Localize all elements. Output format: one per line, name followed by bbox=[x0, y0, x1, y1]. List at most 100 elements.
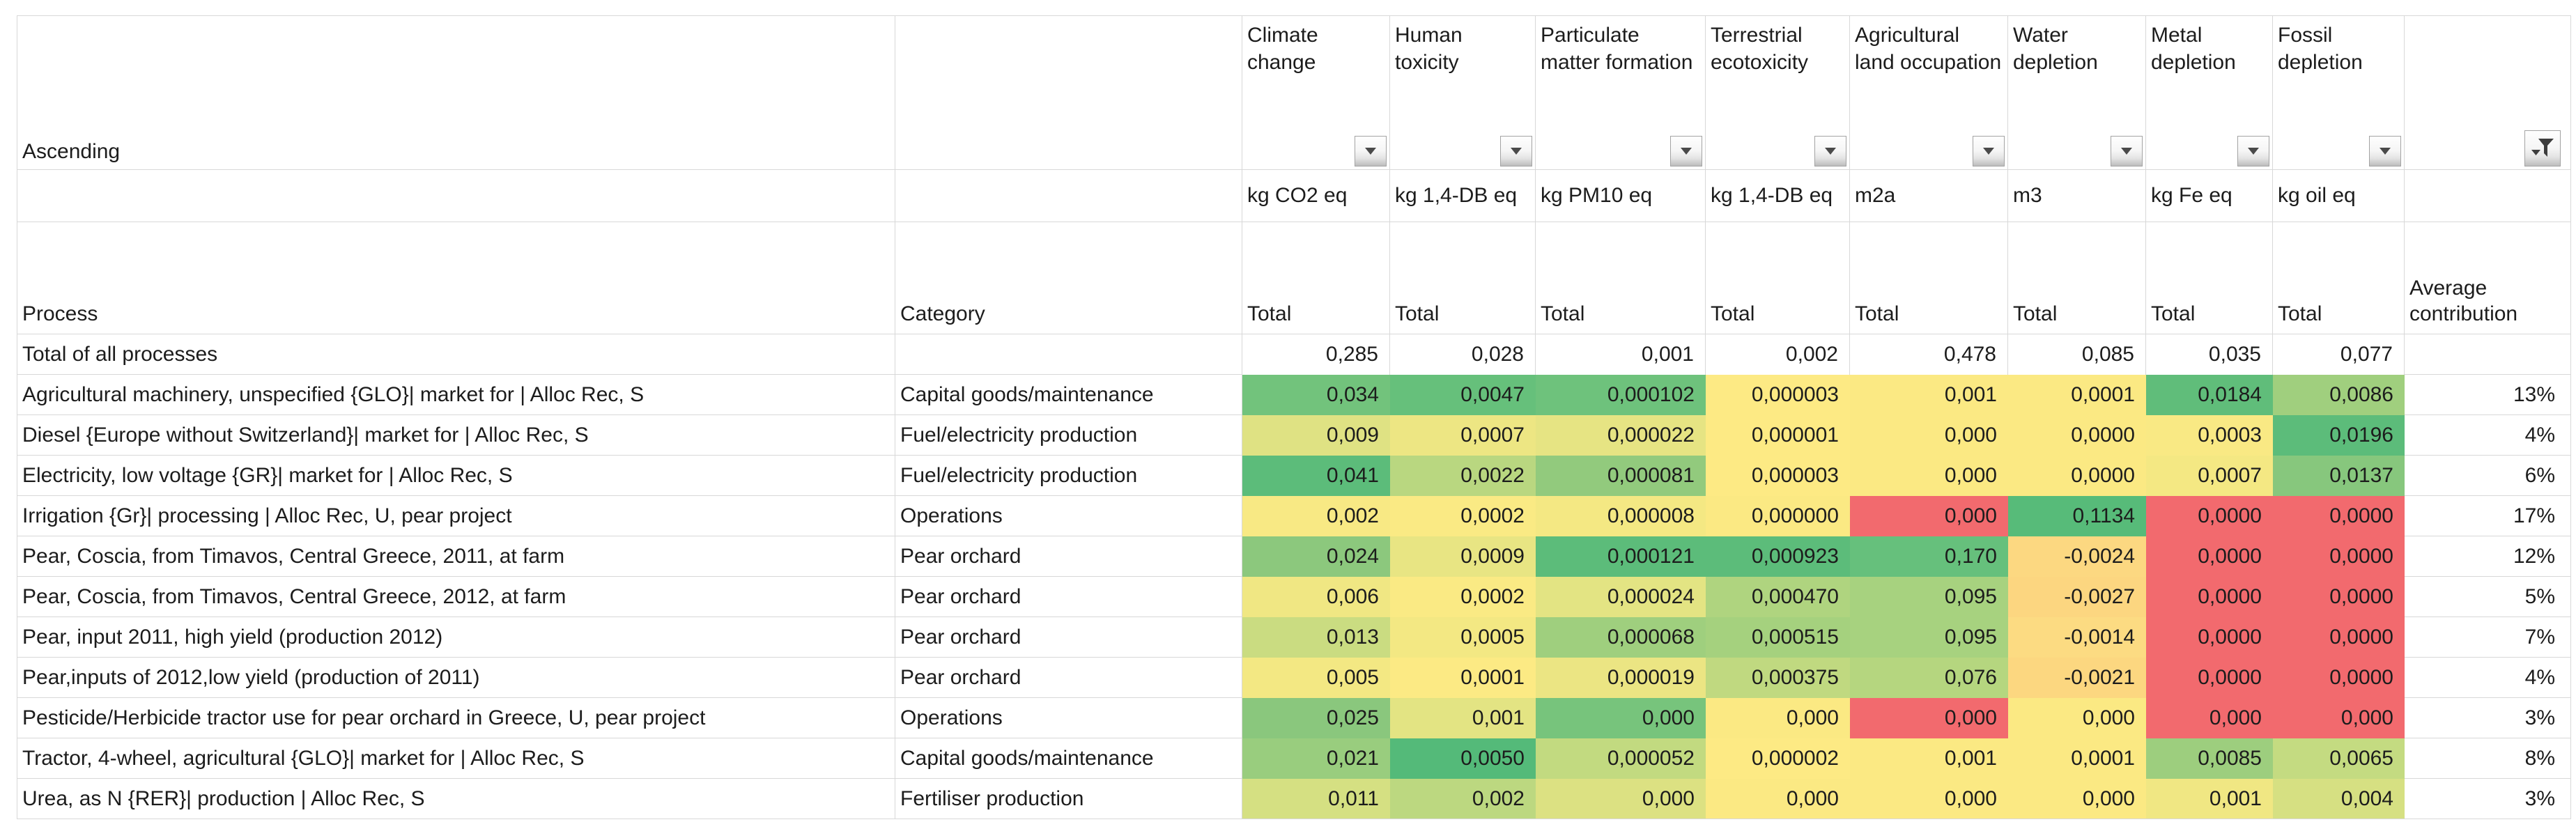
value-cell-agricultural-land-occupation: 0,001 bbox=[1850, 738, 2008, 779]
category-header-spacer bbox=[895, 15, 1242, 170]
value-cell-water-depletion: 0,0001 bbox=[2008, 738, 2146, 779]
value-cell-metal-depletion: 0,0085 bbox=[2146, 738, 2273, 779]
spreadsheet: Ascending Climate change Human toxicity Par… bbox=[17, 15, 2571, 819]
avg-contribution-cell: 17% bbox=[2405, 496, 2571, 536]
average-header-cell bbox=[2405, 15, 2571, 170]
unit-cell-particulate-matter-formation: kg PM10 eq bbox=[1536, 170, 1706, 222]
value-cell-water-depletion: -0,0024 bbox=[2008, 536, 2146, 577]
column-header-label: Human toxicity bbox=[1395, 24, 1463, 74]
process-cell: Pear, Coscia, from Timavos, Central Gree… bbox=[17, 577, 895, 617]
total-label-human-toxicity: Total bbox=[1390, 222, 1536, 334]
value-cell-agricultural-land-occupation: 0,095 bbox=[1850, 577, 2008, 617]
process-cell: Tractor, 4-wheel, agricultural {GLO}| ma… bbox=[17, 738, 895, 779]
process-unit-spacer bbox=[17, 170, 895, 222]
unit-cell-terrestrial-ecotoxicity: kg 1,4-DB eq bbox=[1706, 170, 1850, 222]
chevron-down-icon bbox=[1681, 148, 1692, 155]
value-cell-particulate-matter-formation: 0,000 bbox=[1536, 698, 1706, 738]
total-label-particulate-matter-formation: Total bbox=[1536, 222, 1706, 334]
value-cell-human-toxicity: 0,0047 bbox=[1390, 375, 1536, 415]
value-cell-climate-change: 0,041 bbox=[1242, 456, 1390, 496]
avg-contribution-cell: 13% bbox=[2405, 375, 2571, 415]
category-column-header: Category bbox=[895, 222, 1242, 334]
category-cell: Fuel/electricity production bbox=[895, 456, 1242, 496]
filter-dropdown-button-terrestrial-ecotoxicity[interactable] bbox=[1814, 136, 1846, 166]
value-cell-climate-change: 0,024 bbox=[1242, 536, 1390, 577]
value-cell-metal-depletion: 0,0000 bbox=[2146, 577, 2273, 617]
value-cell-water-depletion: 0,000 bbox=[2008, 698, 2146, 738]
total-value-human-toxicity: 0,028 bbox=[1390, 334, 1536, 375]
value-cell-fossil-depletion: 0,0065 bbox=[2273, 738, 2405, 779]
unit-cell-climate-change: kg CO2 eq bbox=[1242, 170, 1390, 222]
value-cell-terrestrial-ecotoxicity: 0,000 bbox=[1706, 779, 1850, 819]
value-cell-agricultural-land-occupation: 0,000 bbox=[1850, 779, 2008, 819]
value-cell-metal-depletion: 0,0000 bbox=[2146, 496, 2273, 536]
value-cell-agricultural-land-occupation: 0,076 bbox=[1850, 658, 2008, 698]
avg-contribution-cell: 7% bbox=[2405, 617, 2571, 658]
active-filter-button[interactable] bbox=[2524, 130, 2561, 166]
column-header-label: Metal depletion bbox=[2151, 24, 2236, 74]
value-cell-fossil-depletion: 0,000 bbox=[2273, 698, 2405, 738]
value-cell-terrestrial-ecotoxicity: 0,000375 bbox=[1706, 658, 1850, 698]
value-cell-particulate-matter-formation: 0,000068 bbox=[1536, 617, 1706, 658]
value-cell-particulate-matter-formation: 0,000019 bbox=[1536, 658, 1706, 698]
value-cell-human-toxicity: 0,0009 bbox=[1390, 536, 1536, 577]
avg-contribution-cell: 3% bbox=[2405, 698, 2571, 738]
value-cell-water-depletion: 0,0000 bbox=[2008, 415, 2146, 456]
value-cell-climate-change: 0,006 bbox=[1242, 577, 1390, 617]
total-value-climate-change: 0,285 bbox=[1242, 334, 1390, 375]
value-cell-agricultural-land-occupation: 0,001 bbox=[1850, 375, 2008, 415]
value-cell-metal-depletion: 0,000 bbox=[2146, 698, 2273, 738]
value-cell-climate-change: 0,021 bbox=[1242, 738, 1390, 779]
value-cell-particulate-matter-formation: 0,000022 bbox=[1536, 415, 1706, 456]
value-cell-climate-change: 0,009 bbox=[1242, 415, 1390, 456]
total-value-terrestrial-ecotoxicity: 0,002 bbox=[1706, 334, 1850, 375]
value-cell-climate-change: 0,005 bbox=[1242, 658, 1390, 698]
category-cell: Pear orchard bbox=[895, 536, 1242, 577]
process-cell: Pear, Coscia, from Timavos, Central Gree… bbox=[17, 536, 895, 577]
value-cell-human-toxicity: 0,0002 bbox=[1390, 577, 1536, 617]
value-cell-agricultural-land-occupation: 0,000 bbox=[1850, 698, 2008, 738]
filter-dropdown-button-climate-change[interactable] bbox=[1355, 136, 1387, 166]
process-cell: Pesticide/Herbicide tractor use for pear… bbox=[17, 698, 895, 738]
process-cell: Agricultural machinery, unspecified {GLO… bbox=[17, 375, 895, 415]
value-cell-metal-depletion: 0,0184 bbox=[2146, 375, 2273, 415]
value-cell-agricultural-land-occupation: 0,170 bbox=[1850, 536, 2008, 577]
value-cell-agricultural-land-occupation: 0,000 bbox=[1850, 496, 2008, 536]
column-header-human-toxicity: Human toxicity bbox=[1390, 15, 1536, 170]
process-column-header: Process bbox=[17, 222, 895, 334]
avg-contribution-cell: 4% bbox=[2405, 658, 2571, 698]
column-header-label: Water depletion bbox=[2013, 24, 2098, 74]
avg-contribution-cell: 6% bbox=[2405, 456, 2571, 496]
value-cell-metal-depletion: 0,0000 bbox=[2146, 536, 2273, 577]
value-cell-human-toxicity: 0,0005 bbox=[1390, 617, 1536, 658]
value-cell-terrestrial-ecotoxicity: 0,000000 bbox=[1706, 496, 1850, 536]
process-cell: Pear, input 2011, high yield (production… bbox=[17, 617, 895, 658]
avg-contribution-cell: 4% bbox=[2405, 415, 2571, 456]
average-unit-spacer bbox=[2405, 170, 2571, 222]
value-cell-agricultural-land-occupation: 0,095 bbox=[1850, 617, 2008, 658]
filter-dropdown-button-water-depletion[interactable] bbox=[2111, 136, 2143, 166]
category-cell: Pear orchard bbox=[895, 658, 1242, 698]
category-cell: Operations bbox=[895, 496, 1242, 536]
filter-dropdown-button-metal-depletion[interactable] bbox=[2237, 136, 2269, 166]
value-cell-metal-depletion: 0,001 bbox=[2146, 779, 2273, 819]
filter-dropdown-button-human-toxicity[interactable] bbox=[1500, 136, 1532, 166]
filter-dropdown-button-fossil-depletion[interactable] bbox=[2369, 136, 2401, 166]
total-row-category bbox=[895, 334, 1242, 375]
category-cell: Operations bbox=[895, 698, 1242, 738]
total-value-water-depletion: 0,085 bbox=[2008, 334, 2146, 375]
value-cell-human-toxicity: 0,0001 bbox=[1390, 658, 1536, 698]
category-cell: Capital goods/maintenance bbox=[895, 738, 1242, 779]
column-header-agricultural-land-occupation: Agricultural land occupation bbox=[1850, 15, 2008, 170]
category-cell: Pear orchard bbox=[895, 577, 1242, 617]
category-unit-spacer bbox=[895, 170, 1242, 222]
process-cell: Pear,inputs of 2012,low yield (productio… bbox=[17, 658, 895, 698]
filter-dropdown-button-agricultural-land-occupation[interactable] bbox=[1973, 136, 2005, 166]
column-header-water-depletion: Water depletion bbox=[2008, 15, 2146, 170]
funnel-filter-icon bbox=[2531, 139, 2554, 157]
column-header-label: Particulate matter formation bbox=[1541, 24, 1693, 74]
value-cell-terrestrial-ecotoxicity: 0,000003 bbox=[1706, 375, 1850, 415]
filter-dropdown-button-particulate-matter-formation[interactable] bbox=[1670, 136, 1702, 166]
unit-cell-metal-depletion: kg Fe eq bbox=[2146, 170, 2273, 222]
value-cell-terrestrial-ecotoxicity: 0,000001 bbox=[1706, 415, 1850, 456]
